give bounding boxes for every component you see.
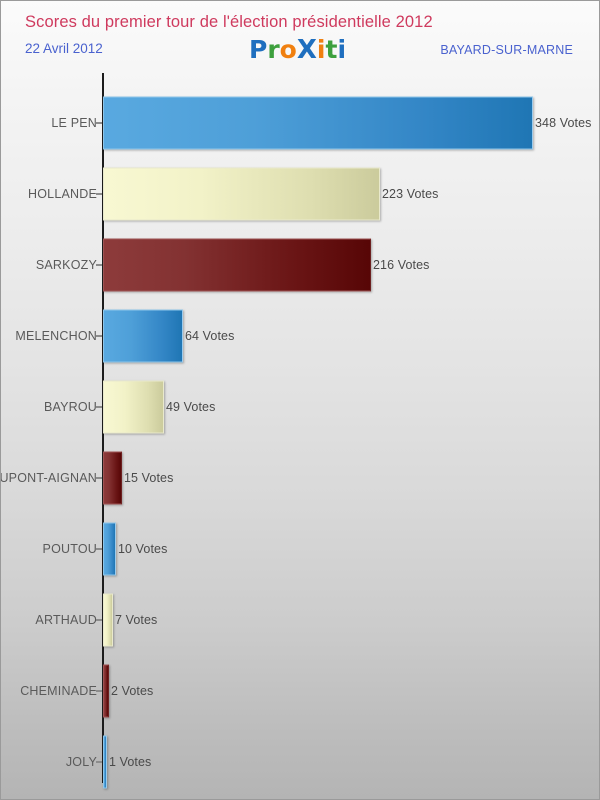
candidate-label: MELENCHON bbox=[15, 328, 97, 343]
candidate-label: SARKOZY bbox=[35, 257, 97, 272]
logo-letter-6: i bbox=[337, 35, 347, 64]
bar-row: SARKOZY 216 Votes bbox=[1, 229, 599, 300]
bar-row: UPONT-AIGNAN 15 Votes bbox=[0, 442, 599, 513]
axis-tick-mark bbox=[96, 689, 102, 692]
vote-bar[interactable] bbox=[103, 664, 109, 717]
axis-tick-mark bbox=[96, 263, 102, 266]
vote-bar[interactable] bbox=[103, 380, 164, 433]
vote-bar[interactable] bbox=[103, 522, 116, 575]
candidate-label: HOLLANDE bbox=[28, 186, 97, 201]
bar-row: LE PEN 348 Votes bbox=[1, 87, 599, 158]
logo-letter-3: X bbox=[296, 35, 317, 65]
bar-row: HOLLANDE 223 Votes bbox=[1, 158, 599, 229]
bar-row: ARTHAUD 7 Votes bbox=[1, 584, 599, 655]
candidate-label: JOLY bbox=[65, 754, 97, 769]
vote-bar[interactable] bbox=[103, 451, 122, 504]
vote-count-label: 223 Votes bbox=[382, 186, 439, 201]
proxiti-logo[interactable]: ProXiti bbox=[249, 37, 346, 63]
candidate-label: CHEMINADE bbox=[20, 683, 97, 698]
logo-letter-4: i bbox=[316, 35, 326, 64]
vote-count-label: 49 Votes bbox=[166, 399, 216, 414]
logo-letter-0: P bbox=[249, 35, 268, 64]
axis-tick-mark bbox=[96, 618, 102, 621]
commune-name: BAYARD-SUR-MARNE bbox=[440, 43, 573, 57]
vote-count-label: 10 Votes bbox=[118, 541, 168, 556]
bar-row: JOLY 1 Votes bbox=[1, 726, 599, 797]
axis-tick-mark bbox=[96, 121, 102, 124]
vote-bar[interactable] bbox=[103, 593, 113, 646]
vote-bar[interactable] bbox=[103, 238, 371, 291]
plot-area: LE PEN 348 Votes HOLLANDE 223 Votes SARKOZY 2… bbox=[0, 73, 599, 793]
vote-bar[interactable] bbox=[103, 167, 380, 220]
candidate-label: UPONT-AIGNAN bbox=[0, 470, 97, 485]
bar-row: CHEMINADE 2 Votes bbox=[1, 655, 599, 726]
bar-row: MELENCHON 64 Votes bbox=[1, 300, 599, 371]
candidate-label: POUTOU bbox=[42, 541, 97, 556]
bar-row: BAYROU 49 Votes bbox=[1, 371, 599, 442]
logo-letter-5: t bbox=[325, 35, 338, 64]
axis-tick-mark bbox=[96, 334, 102, 337]
page-title: Scores du premier tour de l'élection pré… bbox=[25, 13, 433, 31]
election-date: 22 Avril 2012 bbox=[25, 41, 103, 56]
axis-tick-mark bbox=[96, 405, 102, 408]
logo-letter-2: o bbox=[279, 35, 297, 64]
vote-count-label: 348 Votes bbox=[535, 115, 592, 130]
logo-letter-1: r bbox=[267, 35, 280, 64]
bar-row: POUTOU 10 Votes bbox=[1, 513, 599, 584]
vote-count-label: 1 Votes bbox=[109, 754, 152, 769]
candidate-label: BAYROU bbox=[43, 399, 97, 414]
vote-bar[interactable] bbox=[103, 735, 107, 788]
vote-count-label: 216 Votes bbox=[373, 257, 430, 272]
vote-count-label: 7 Votes bbox=[115, 612, 158, 627]
vote-bar[interactable] bbox=[103, 96, 533, 149]
vote-bar[interactable] bbox=[103, 309, 183, 362]
vote-count-label: 2 Votes bbox=[111, 683, 154, 698]
axis-tick-mark bbox=[96, 760, 102, 763]
axis-tick-mark bbox=[96, 547, 102, 550]
axis-tick-mark bbox=[96, 476, 102, 479]
vote-count-label: 15 Votes bbox=[124, 470, 174, 485]
candidate-label: LE PEN bbox=[51, 115, 97, 130]
chart-header: Scores du premier tour de l'élection pré… bbox=[1, 1, 599, 81]
candidate-label: ARTHAUD bbox=[35, 612, 97, 627]
axis-tick-mark bbox=[96, 192, 102, 195]
vote-count-label: 64 Votes bbox=[185, 328, 235, 343]
